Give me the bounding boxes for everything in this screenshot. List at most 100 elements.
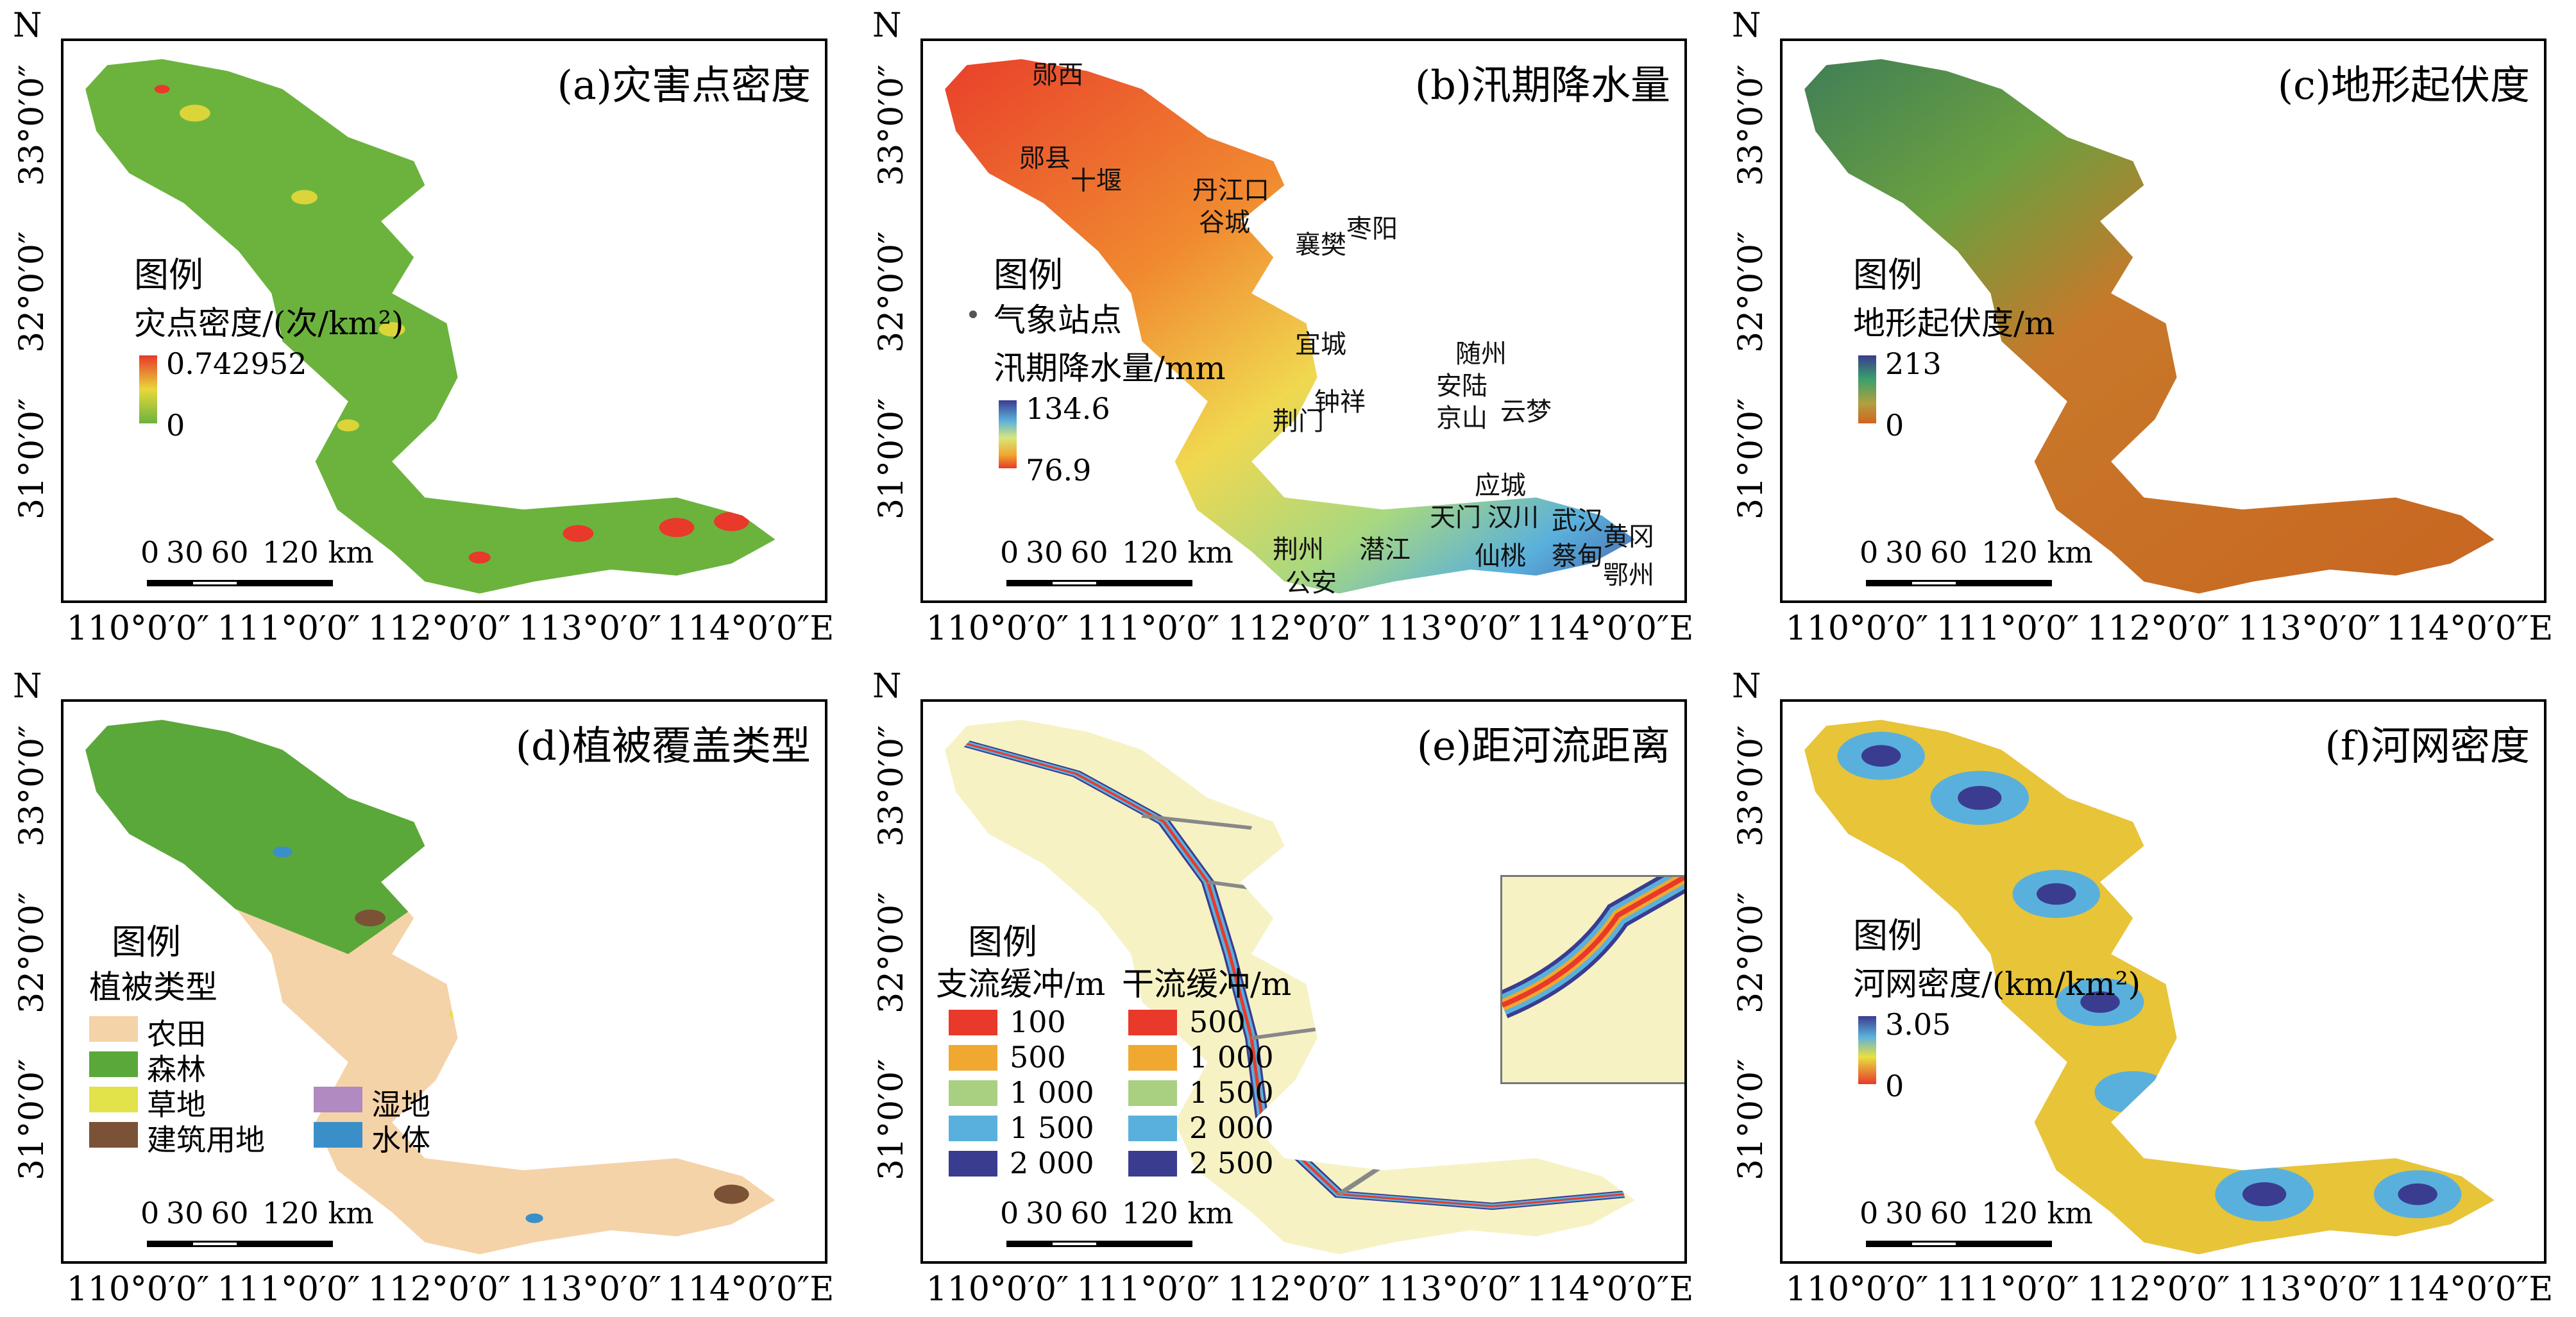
basin-map xyxy=(85,59,775,594)
north-label: N xyxy=(13,6,42,45)
ramp-min: 76.9 xyxy=(1026,453,1092,488)
city-label: 安陆 xyxy=(1436,371,1487,401)
swatch xyxy=(89,1016,138,1042)
city-label: 襄樊 xyxy=(1295,230,1346,260)
north-label: N xyxy=(13,667,42,706)
legend-heading: 图例 xyxy=(968,922,1037,962)
map-frame: (c)地形起伏度 图例 地形起伏度/m 213 0 0 30 60 120 km xyxy=(1780,38,2546,603)
class-label: 森林 xyxy=(147,1052,206,1087)
basin-map xyxy=(85,720,775,1255)
trib-value: 1 000 xyxy=(1010,1075,1094,1110)
lon-tick: 112°0′0″ xyxy=(2087,609,2230,648)
ramp-max: 213 xyxy=(1885,346,1942,381)
city-label: 丹江口 xyxy=(1192,176,1269,205)
lon-tick: 111°0′0″ xyxy=(1936,1270,2080,1309)
panel-title: (c)地形起伏度 xyxy=(2277,62,2530,108)
class-label: 农田 xyxy=(147,1017,206,1051)
scale-bar: 0 30 60 120 km xyxy=(1860,1196,2093,1253)
swatch xyxy=(314,1122,362,1148)
lat-tick: 32°0′0″ xyxy=(1732,231,1770,353)
lon-tick: 111°0′0″ xyxy=(217,609,360,648)
lon-tick: 114°0′0″E xyxy=(666,609,835,648)
main-value: 2 500 xyxy=(1189,1146,1274,1180)
trib-value: 2 000 xyxy=(1010,1146,1094,1180)
city-label: 仙桃 xyxy=(1475,541,1526,571)
panel-e: N (e)距河流距离 图例 支流缓冲/m 干流缓冲/m 100 50 xyxy=(860,661,1713,1315)
city-label: 宜城 xyxy=(1295,330,1346,359)
lon-tick: 110°0′0″ xyxy=(66,1270,210,1309)
city-label: 应城 xyxy=(1475,471,1526,500)
legend-ramp-label: 河网密度/(km/km²) xyxy=(1853,965,2141,1003)
main-value: 500 xyxy=(1189,1005,1246,1039)
legend-ramp-label: 汛期降水量/mm xyxy=(994,350,1226,387)
scale-bar: 0 30 60 120 km xyxy=(1000,535,1233,593)
color-ramp xyxy=(999,400,1017,468)
lat-tick: 32°0′0″ xyxy=(1732,892,1770,1014)
city-label: 京山 xyxy=(1436,404,1487,433)
legend-heading: 图例 xyxy=(112,922,181,962)
legend-heading: 图例 xyxy=(1853,255,1922,295)
map-frame: (a)灾害点密度 图例 灾点密度/(次/km²) 0.742952 0 0 30… xyxy=(61,38,827,603)
trib-value: 100 xyxy=(1010,1005,1066,1039)
legend-ramp-label: 地形起伏度/m xyxy=(1853,305,2055,342)
lat-tick: 32°0′0″ xyxy=(13,231,51,353)
lon-tick: 114°0′0″E xyxy=(666,1270,835,1309)
lon-tick: 113°0′0″ xyxy=(518,1270,662,1309)
city-label: 汉川 xyxy=(1487,503,1539,532)
trib-value: 500 xyxy=(1010,1040,1066,1075)
swatch xyxy=(314,1087,362,1112)
lon-tick: 113°0′0″ xyxy=(1378,609,1521,648)
lon-tick: 113°0′0″ xyxy=(518,609,662,648)
panel-c: N (c)地形起伏度 图例 地形起伏度/m 213 0 0 30 60 120 … xyxy=(1719,0,2572,661)
lat-tick: 31°0′0″ xyxy=(1732,1058,1770,1180)
swatch xyxy=(89,1087,138,1112)
lon-tick: 114°0′0″E xyxy=(2385,1270,2554,1309)
north-label: N xyxy=(872,667,902,706)
inset-map xyxy=(1500,875,1684,1084)
lat-tick: 31°0′0″ xyxy=(13,1058,51,1180)
color-ramp xyxy=(139,355,157,423)
ramp-max: 134.6 xyxy=(1026,391,1110,426)
panel-title: (f)河网密度 xyxy=(2325,722,2530,769)
class-label: 湿地 xyxy=(371,1087,430,1122)
city-label: 钟祥 xyxy=(1314,387,1366,417)
lon-tick: 111°0′0″ xyxy=(217,1270,360,1309)
north-label: N xyxy=(872,6,902,45)
city-label: 潜江 xyxy=(1359,535,1411,565)
city-label: 公安 xyxy=(1285,568,1337,598)
legend-station-label: 气象站点 xyxy=(994,302,1122,339)
city-label: 天门 xyxy=(1430,503,1481,532)
panel-b: N (b)汛期降水量 图例 气象站点 汛期降水量/mm 134.6 76.9 郧… xyxy=(860,0,1713,661)
panel-a: N (a)灾害点密度 图例 灾点密度/(次/km²) 0.742952 0 0 … xyxy=(0,0,853,661)
class-label: 建筑用地 xyxy=(147,1123,265,1157)
lon-tick: 111°0′0″ xyxy=(1936,609,2080,648)
lon-tick: 113°0′0″ xyxy=(2237,1270,2381,1309)
lon-tick: 112°0′0″ xyxy=(1227,1270,1371,1309)
map-frame: (e)距河流距离 图例 支流缓冲/m 干流缓冲/m 100 500 1 000 … xyxy=(920,699,1687,1264)
trib-legend-label: 支流缓冲/m xyxy=(936,965,1106,1003)
scale-bar: 0 30 60 120 km xyxy=(140,535,374,593)
city-label: 郧县 xyxy=(1019,144,1071,173)
swatch xyxy=(89,1051,138,1077)
lat-tick: 33°0′0″ xyxy=(1732,725,1770,847)
lon-tick: 110°0′0″ xyxy=(1785,1270,1929,1309)
main-value: 1 000 xyxy=(1189,1040,1274,1075)
lon-tick: 110°0′0″ xyxy=(926,609,1069,648)
color-ramp xyxy=(1858,1016,1876,1084)
legend-sub-label: 植被类型 xyxy=(89,969,217,1006)
city-label: 谷城 xyxy=(1199,208,1250,237)
main-value: 2 000 xyxy=(1189,1110,1274,1145)
basin-map xyxy=(945,59,1635,594)
lon-tick: 111°0′0″ xyxy=(1076,1270,1220,1309)
city-label: 武汉 xyxy=(1552,506,1603,536)
city-label: 十堰 xyxy=(1071,166,1122,196)
lon-tick: 112°0′0″ xyxy=(1227,609,1371,648)
lat-tick: 31°0′0″ xyxy=(872,398,911,520)
lon-tick: 112°0′0″ xyxy=(368,609,511,648)
lon-tick: 114°0′0″E xyxy=(1526,1270,1694,1309)
main-value: 1 500 xyxy=(1189,1075,1274,1110)
lat-tick: 33°0′0″ xyxy=(13,64,51,186)
basin-map xyxy=(1804,59,2495,594)
trib-value: 1 500 xyxy=(1010,1110,1094,1145)
legend-ramp-label: 灾点密度/(次/km²) xyxy=(134,305,404,342)
